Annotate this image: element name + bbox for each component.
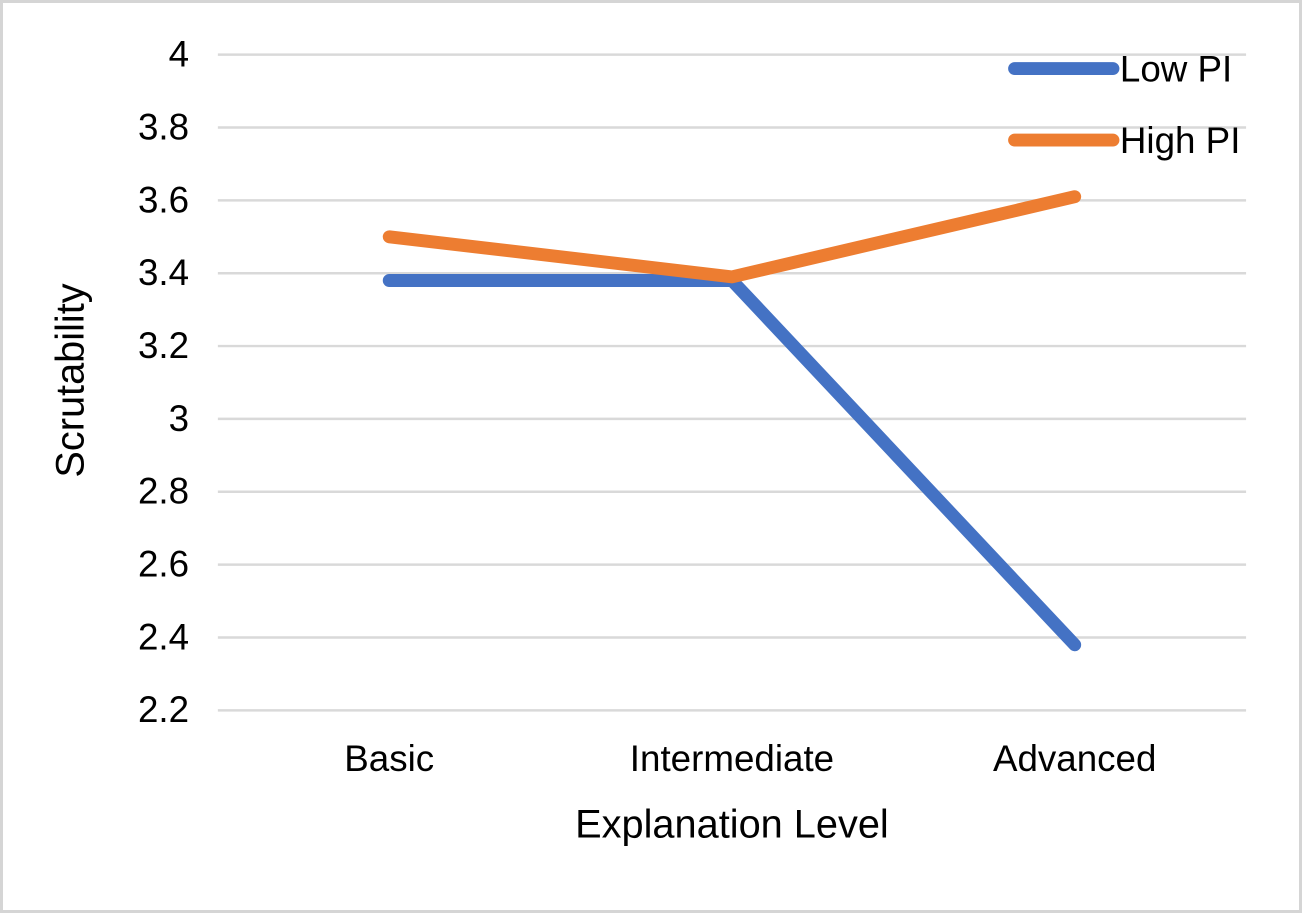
x-category-label: Intermediate: [630, 738, 834, 779]
x-category-label: Basic: [344, 738, 434, 779]
y-tick-label: 2.8: [138, 471, 189, 512]
x-axis-title: Explanation Level: [575, 802, 889, 846]
series-line-low-pi: [382, 274, 1082, 652]
y-tick-label: 3: [169, 398, 189, 439]
x-category-label: Advanced: [993, 738, 1156, 779]
y-tick-label: 4: [169, 34, 189, 75]
legend-label-high-pi: High PI: [1120, 120, 1241, 161]
y-axis-title: Scrutability: [49, 283, 93, 477]
legend-label-low-pi: Low PI: [1120, 48, 1232, 89]
series-line-high-pi: [382, 190, 1082, 284]
y-tick-label: 2.6: [138, 544, 189, 585]
y-tick-label: 3.2: [138, 325, 189, 366]
y-tick-label: 3.6: [138, 179, 189, 220]
y-tick-label: 3.4: [138, 252, 189, 293]
y-tick-label: 3.8: [138, 106, 189, 147]
y-tick-label: 2.2: [138, 689, 189, 730]
chart-svg: 2.2 2.4 2.6 2.8 3 3.2 3.4 3.6 3.8 4 Basic Intermedi…: [49, 34, 1247, 846]
y-tick-label: 2.4: [138, 616, 189, 657]
